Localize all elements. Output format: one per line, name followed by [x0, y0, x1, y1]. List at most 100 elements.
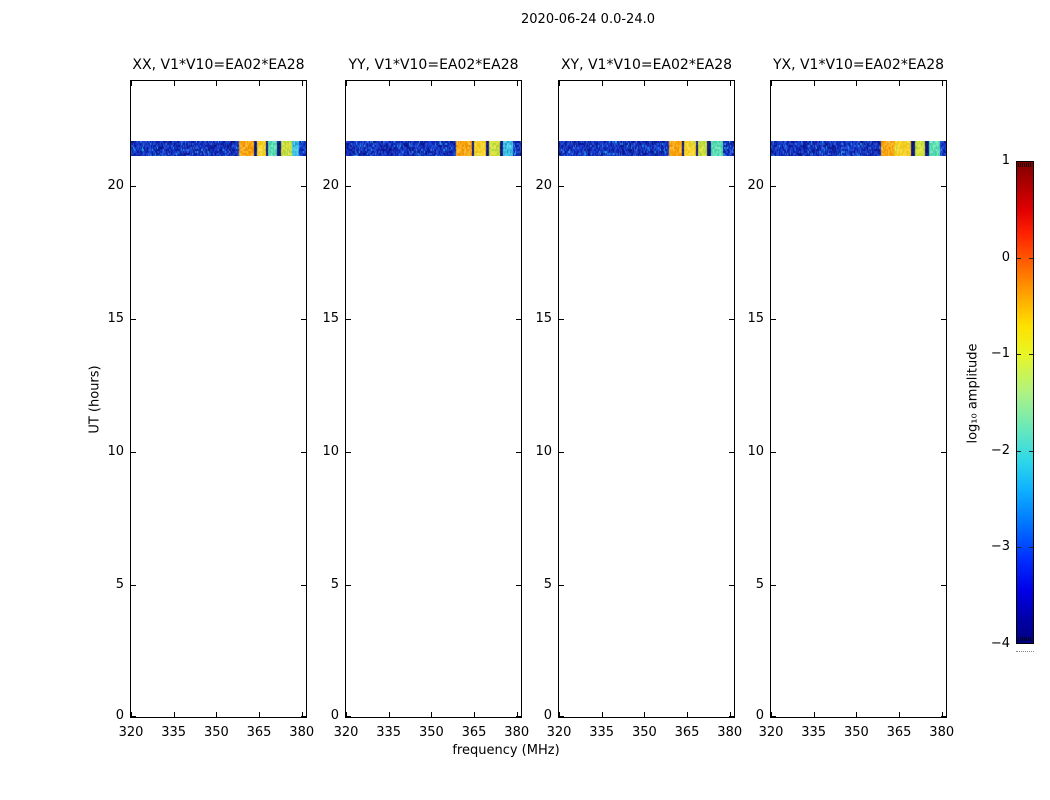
x-tick-mark	[474, 712, 475, 717]
y-tick-mark	[346, 716, 351, 717]
y-tick-mark	[941, 585, 946, 586]
x-tick-mark	[814, 712, 815, 717]
colorbar-gradient	[1016, 161, 1034, 644]
y-tick-mark	[559, 319, 564, 320]
x-axis-label: frequency (MHz)	[406, 743, 606, 758]
x-tick-mark	[559, 81, 560, 86]
y-tick-label: 20	[303, 178, 339, 194]
colorbar-minor-tick	[1024, 163, 1025, 167]
y-tick-label: 5	[728, 577, 764, 593]
colorbar-tick-label: −2	[962, 443, 1010, 459]
x-tick-mark	[302, 81, 303, 86]
x-tick-mark	[431, 712, 432, 717]
colorbar-minor-tick	[1022, 637, 1023, 641]
x-tick-mark	[942, 81, 943, 86]
colorbar-minor-tick	[1030, 163, 1031, 167]
y-tick-label: 0	[728, 708, 764, 724]
x-tick-mark	[216, 712, 217, 717]
y-tick-mark	[131, 186, 136, 187]
spectrogram-panel	[345, 80, 522, 718]
x-tick-mark	[644, 81, 645, 86]
x-tick-label: 335	[582, 725, 622, 740]
x-tick-mark	[814, 81, 815, 86]
x-tick-mark	[174, 81, 175, 86]
x-tick-mark	[346, 81, 347, 86]
colorbar-tick-label: −3	[962, 539, 1010, 555]
figure-title: 2020-06-24 0.0-24.0	[288, 12, 888, 27]
y-tick-label: 5	[516, 577, 552, 593]
y-tick-label: 20	[728, 178, 764, 194]
y-tick-mark	[346, 319, 351, 320]
y-tick-mark	[559, 186, 564, 187]
y-tick-mark	[346, 186, 351, 187]
colorbar-tick-mark	[1029, 258, 1033, 259]
y-tick-label: 10	[516, 444, 552, 460]
colorbar-minor-tick	[1018, 637, 1019, 641]
y-axis-label: UT (hours)	[88, 340, 103, 460]
x-tick-mark	[259, 712, 260, 717]
x-tick-label: 380	[282, 725, 322, 740]
colorbar-minor-tick	[1024, 637, 1025, 641]
y-tick-mark	[559, 716, 564, 717]
colorbar-tick-mark	[1017, 354, 1021, 355]
panel-title: YY, V1*V10=EA02*EA28	[325, 57, 542, 73]
x-tick-label: 335	[154, 725, 194, 740]
x-tick-label: 320	[111, 725, 151, 740]
colorbar-tick-label: 1	[962, 153, 1010, 169]
y-tick-mark	[131, 452, 136, 453]
y-tick-label: 15	[303, 311, 339, 327]
y-tick-label: 0	[88, 708, 124, 724]
x-tick-label: 335	[369, 725, 409, 740]
x-tick-mark	[259, 81, 260, 86]
colorbar-tick-mark	[1017, 451, 1021, 452]
y-tick-label: 5	[88, 577, 124, 593]
y-tick-mark	[559, 585, 564, 586]
colorbar-minor-tick	[1026, 163, 1027, 167]
x-tick-label: 380	[710, 725, 750, 740]
y-tick-label: 0	[303, 708, 339, 724]
y-tick-label: 5	[303, 577, 339, 593]
x-tick-label: 365	[239, 725, 279, 740]
x-tick-mark	[474, 81, 475, 86]
x-tick-mark	[517, 81, 518, 86]
y-tick-label: 0	[516, 708, 552, 724]
x-tick-mark	[687, 81, 688, 86]
y-tick-label: 10	[303, 444, 339, 460]
x-tick-mark	[730, 81, 731, 86]
y-tick-label: 20	[88, 178, 124, 194]
colorbar-tick-label: −4	[962, 636, 1010, 652]
spectrogram-band	[771, 141, 946, 156]
x-tick-mark	[856, 712, 857, 717]
colorbar-minor-tick	[1028, 163, 1029, 167]
x-tick-mark	[856, 81, 857, 86]
y-tick-mark	[346, 585, 351, 586]
colorbar-minor-tick	[1018, 163, 1019, 167]
colorbar-minor-tick	[1030, 637, 1031, 641]
x-tick-label: 380	[497, 725, 537, 740]
x-tick-mark	[687, 712, 688, 717]
spectrogram-band	[346, 141, 521, 156]
y-tick-mark	[131, 319, 136, 320]
y-tick-mark	[941, 452, 946, 453]
colorbar-tick-label: 0	[962, 250, 1010, 266]
x-tick-mark	[602, 712, 603, 717]
y-tick-mark	[131, 716, 136, 717]
y-tick-mark	[346, 452, 351, 453]
y-tick-label: 15	[728, 311, 764, 327]
y-tick-mark	[771, 319, 776, 320]
y-tick-mark	[131, 585, 136, 586]
y-tick-label: 10	[88, 444, 124, 460]
x-tick-mark	[389, 712, 390, 717]
y-tick-mark	[941, 716, 946, 717]
x-tick-mark	[771, 81, 772, 86]
colorbar-tick-mark	[1029, 547, 1033, 548]
y-tick-label: 10	[728, 444, 764, 460]
x-tick-label: 350	[624, 725, 664, 740]
y-tick-mark	[771, 585, 776, 586]
colorbar-dotted-line	[1016, 651, 1034, 652]
x-tick-label: 350	[836, 725, 876, 740]
y-tick-label: 15	[88, 311, 124, 327]
x-tick-label: 365	[667, 725, 707, 740]
figure: 2020-06-24 0.0-24.0 UT (hours) frequency…	[0, 0, 1050, 800]
x-tick-label: 335	[794, 725, 834, 740]
